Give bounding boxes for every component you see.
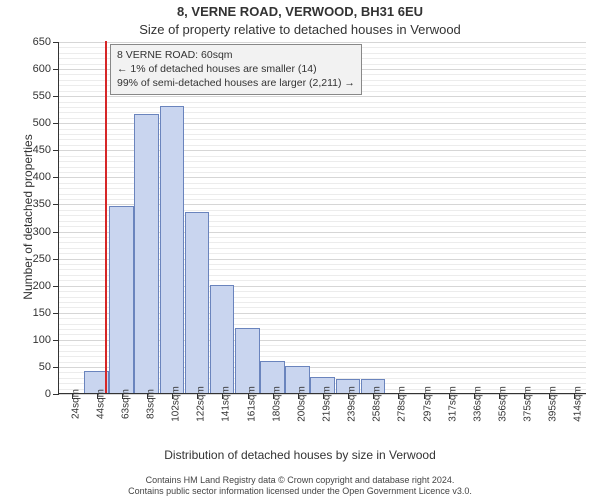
annotation-box: 8 VERNE ROAD: 60sqm ← 1% of detached hou… xyxy=(110,44,362,95)
annotation-l3: 99% of semi-detached houses are larger (… xyxy=(117,76,355,90)
chart-container: 8, VERNE ROAD, VERWOOD, BH31 6EU Size of… xyxy=(0,0,600,500)
histogram-bar xyxy=(160,106,185,393)
x-tick-label: 239sqm xyxy=(347,386,358,422)
x-tick-label: 122sqm xyxy=(196,386,207,422)
histogram-bar xyxy=(235,328,260,393)
title-line-1: 8, VERNE ROAD, VERWOOD, BH31 6EU xyxy=(0,4,600,19)
y-tick-label: 150 xyxy=(33,307,59,319)
x-tick-label: 278sqm xyxy=(397,386,408,422)
x-tick-label: 395sqm xyxy=(548,386,559,422)
y-tick-label: 400 xyxy=(33,171,59,183)
x-tick-label: 63sqm xyxy=(120,389,131,419)
y-tick-label: 350 xyxy=(33,198,59,210)
x-tick-label: 219sqm xyxy=(322,386,333,422)
x-tick-label: 317sqm xyxy=(447,386,458,422)
x-tick-label: 24sqm xyxy=(70,389,81,419)
x-tick-label: 161sqm xyxy=(246,386,257,422)
y-tick-label: 200 xyxy=(33,280,59,292)
histogram-bar xyxy=(210,285,235,393)
y-tick-label: 250 xyxy=(33,253,59,265)
x-tick-label: 83sqm xyxy=(146,389,157,419)
y-tick-label: 100 xyxy=(33,334,59,346)
annotation-l2: ← 1% of detached houses are smaller (14) xyxy=(117,62,355,76)
y-axis-title: Number of detached properties xyxy=(21,117,35,317)
y-tick-label: 600 xyxy=(33,63,59,75)
histogram-bar xyxy=(134,114,159,393)
footer-l1: Contains HM Land Registry data © Crown c… xyxy=(0,475,600,487)
x-tick-label: 258sqm xyxy=(372,386,383,422)
footer-l2: Contains public sector information licen… xyxy=(0,486,600,498)
x-tick-label: 414sqm xyxy=(573,386,584,422)
histogram-bar xyxy=(109,206,134,393)
y-tick-label: 50 xyxy=(39,361,59,373)
x-tick-label: 102sqm xyxy=(171,386,182,422)
x-axis-title: Distribution of detached houses by size … xyxy=(0,448,600,462)
x-tick-label: 141sqm xyxy=(221,386,232,422)
plot-area: 0501001502002503003504004505005506006502… xyxy=(58,42,586,394)
x-tick-label: 200sqm xyxy=(296,386,307,422)
title-line-2: Size of property relative to detached ho… xyxy=(0,22,600,37)
x-tick-label: 356sqm xyxy=(498,386,509,422)
y-tick-label: 500 xyxy=(33,117,59,129)
x-tick-label: 44sqm xyxy=(95,389,106,419)
x-tick-label: 180sqm xyxy=(271,386,282,422)
y-tick-label: 0 xyxy=(45,388,59,400)
y-tick-label: 550 xyxy=(33,90,59,102)
x-tick-label: 336sqm xyxy=(472,386,483,422)
property-marker-line xyxy=(105,41,107,393)
x-tick-label: 297sqm xyxy=(422,386,433,422)
annotation-l1: 8 VERNE ROAD: 60sqm xyxy=(117,48,355,62)
histogram-bar xyxy=(185,212,210,393)
y-tick-label: 650 xyxy=(33,36,59,48)
y-tick-label: 300 xyxy=(33,226,59,238)
y-tick-label: 450 xyxy=(33,144,59,156)
footer-attribution: Contains HM Land Registry data © Crown c… xyxy=(0,475,600,498)
x-tick-label: 375sqm xyxy=(523,386,534,422)
